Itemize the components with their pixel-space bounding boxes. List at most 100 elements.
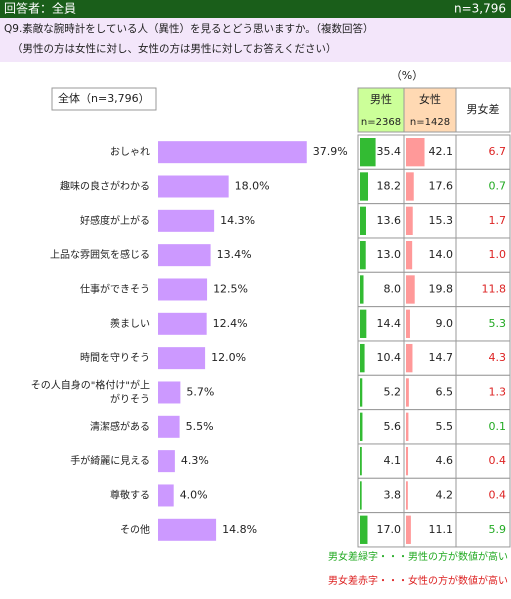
- bar: [158, 244, 211, 267]
- mini-bar: [406, 240, 413, 270]
- diff-value: 0.4: [489, 488, 507, 501]
- bar: [158, 312, 207, 335]
- value-label: 5.5%: [186, 420, 214, 433]
- bar: [158, 381, 181, 404]
- bar: [158, 484, 174, 507]
- mini-bar: [406, 446, 409, 476]
- bar: [158, 141, 307, 164]
- value-label: 5.7%: [186, 385, 214, 398]
- diff-value: 5.9: [489, 523, 507, 536]
- mini-bar: [406, 309, 410, 338]
- category-label: 手が綺麗に見える: [70, 454, 150, 467]
- diff-value: 1.3: [489, 385, 507, 398]
- mini-bar: [360, 378, 363, 407]
- column-header-bg: [357, 87, 405, 133]
- cell: [403, 374, 457, 411]
- respondents: 回答者：全員: [4, 1, 76, 16]
- mini-bar: [360, 309, 367, 338]
- cell: [455, 477, 511, 514]
- mini-bar: [360, 481, 362, 510]
- cell-value: 19.8: [429, 282, 454, 295]
- cell-value: 9.0: [436, 317, 454, 330]
- cell: [403, 237, 457, 273]
- column-n: n=1428: [410, 117, 450, 128]
- cell: [357, 443, 405, 479]
- category-label: その他: [120, 523, 150, 536]
- cell-value: 14.0: [429, 248, 454, 261]
- category-label: 尊敬する: [110, 488, 150, 501]
- cell-value: 35.4: [377, 145, 402, 158]
- overall-label-box: [51, 87, 157, 111]
- mini-bar: [406, 412, 409, 441]
- total-n: n=3,796: [454, 2, 506, 16]
- value-label: 4.3%: [181, 454, 209, 467]
- cell: [403, 512, 457, 548]
- column-header: 男性: [370, 92, 392, 106]
- cell: [455, 237, 511, 273]
- question: Q9.素敵な腕時計をしている人（異性）を見るとどう思いますか。（複数回答）: [4, 22, 374, 35]
- mini-bar: [360, 275, 364, 304]
- cell: [455, 306, 511, 342]
- cell: [403, 443, 457, 479]
- mini-bar: [360, 138, 376, 167]
- mini-bar: [360, 446, 362, 476]
- column-header: 女性: [419, 92, 441, 106]
- header-bar: [0, 0, 511, 18]
- diff-value: 4.3: [489, 351, 507, 364]
- question-box: [0, 18, 511, 62]
- mini-bar: [406, 378, 409, 407]
- column-header: 男女差: [467, 102, 500, 116]
- cell-value: 18.2: [377, 179, 402, 192]
- bar: [158, 278, 208, 301]
- cell: [455, 134, 511, 170]
- mini-bar: [406, 343, 413, 373]
- cell-value: 3.8: [384, 488, 402, 501]
- value-label: 12.5%: [213, 282, 248, 295]
- cell-value: 10.4: [377, 351, 402, 364]
- column-header-bg: [455, 87, 511, 133]
- diff-value: 1.0: [489, 248, 507, 261]
- column-n: n=2368: [361, 117, 401, 128]
- diff-value: 0.4: [489, 454, 507, 467]
- diff-value: 0.1: [489, 420, 507, 433]
- bar: [158, 209, 215, 232]
- cell-value: 5.5: [436, 420, 454, 433]
- value-label: 14.8%: [222, 523, 257, 536]
- value-label: 13.4%: [217, 248, 252, 261]
- cell-value: 17.6: [429, 179, 454, 192]
- category-label: 趣味の良さがわかる: [60, 179, 150, 192]
- overall-label: 全体（n=3,796）: [58, 91, 150, 105]
- value-label: 18.0%: [235, 179, 270, 192]
- cell-value: 14.4: [377, 317, 402, 330]
- category-label: おしゃれ: [110, 146, 150, 158]
- cell-value: 4.1: [384, 454, 402, 467]
- category-label: 清潔感がある: [90, 420, 150, 433]
- value-label: 12.0%: [211, 351, 246, 364]
- cell-value: 6.5: [436, 385, 454, 398]
- bar: [158, 175, 229, 198]
- unit: （%）: [391, 69, 423, 82]
- category-label: 時間を守りそう: [80, 351, 150, 364]
- note: 男女差緑字・・・男性の方が数値が高い: [328, 550, 508, 563]
- cell: [403, 477, 457, 514]
- mini-bar: [406, 172, 414, 201]
- cell-value: 42.1: [429, 145, 454, 158]
- diff-value: 0.7: [489, 179, 507, 192]
- value-label: 4.0%: [180, 488, 208, 501]
- mini-bar: [360, 240, 366, 270]
- cell: [455, 512, 511, 548]
- cell: [403, 340, 457, 376]
- mini-bar: [360, 412, 363, 441]
- value-label: 14.3%: [220, 214, 255, 227]
- cell: [455, 271, 511, 308]
- category-label: 好感度が上がる: [80, 214, 150, 227]
- cell-value: 13.0: [377, 248, 402, 261]
- value-label: 12.4%: [213, 317, 248, 330]
- mini-bar: [406, 275, 415, 304]
- cell: [455, 340, 511, 376]
- cell-value: 4.6: [436, 454, 454, 467]
- cell-value: 5.2: [384, 385, 402, 398]
- mini-bar: [360, 172, 369, 201]
- category-label: 羨ましい: [110, 317, 150, 330]
- category-label: 上品な雰囲気を感じる: [50, 248, 150, 261]
